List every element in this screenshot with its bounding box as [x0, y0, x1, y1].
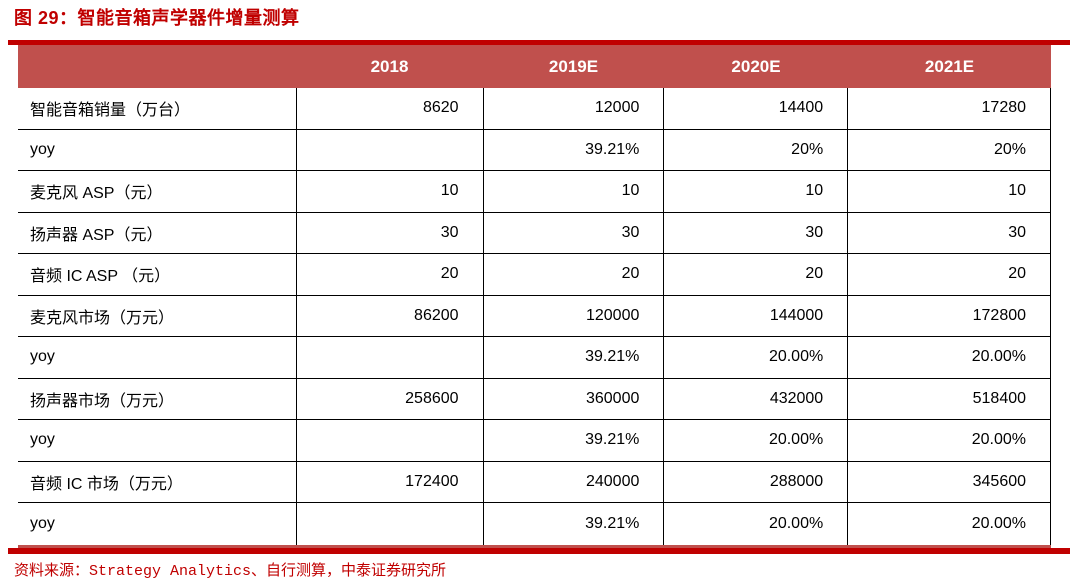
cell-value: 20% [847, 129, 1050, 170]
cell-value: 20 [663, 254, 847, 295]
row-label: 智能音箱销量（万台） [30, 102, 191, 120]
cell-value: 10 [663, 171, 847, 212]
bottom-accent-rule [8, 548, 1070, 554]
cell-value: 20 [482, 254, 664, 295]
cell-value: 172800 [847, 295, 1050, 336]
cell-value: 17280 [847, 88, 1050, 129]
header-cell-2019E: 2019E [548, 56, 599, 76]
cell-value: 8620 [295, 88, 483, 129]
cell-value: 30 [847, 212, 1050, 253]
header-cell-empty [18, 45, 296, 88]
row-label: 麦克风市场（万元） [30, 309, 175, 327]
cell-value: 39.21% [482, 503, 664, 545]
cell-value: 20.00% [663, 337, 847, 378]
cell-value: 39.21% [482, 129, 664, 170]
cell-value: 20% [663, 129, 847, 170]
row-label: yoy [30, 514, 55, 532]
cell-value: 360000 [482, 378, 664, 419]
table-bottom-line [18, 544, 1051, 548]
header-cell-2021E: 2021E [924, 56, 975, 76]
row-label: 扬声器市场（万元） [30, 392, 175, 410]
cell-value: 20 [295, 254, 483, 295]
table-body: 智能音箱销量（万台） 8620 12000 14400 17280 yoy 39.21% 20… [18, 88, 1051, 545]
table-row: 麦克风 ASP（元） 10 10 10 10 [18, 171, 1051, 213]
cell-value: 86200 [295, 295, 483, 336]
table-row: 音频 IC ASP （元） 20 20 20 20 [18, 254, 1051, 296]
cell-value: 30 [295, 212, 483, 253]
table-row: yoy 39.21% 20.00% 20.00% [18, 503, 1051, 545]
cell-value: 20.00% [847, 337, 1050, 378]
table-row: 麦克风市场（万元） 86200 120000 144000 172800 [18, 295, 1051, 337]
cell-value [295, 129, 483, 170]
cell-value: 20 [847, 254, 1050, 295]
cell-value: 20.00% [663, 420, 847, 461]
cell-value: 14400 [663, 88, 847, 129]
cell-value: 172400 [295, 461, 483, 502]
row-label: yoy [30, 140, 55, 158]
cell-value: 20.00% [847, 420, 1050, 461]
row-label: yoy [30, 431, 55, 449]
cell-value: 10 [295, 171, 483, 212]
cell-value [295, 503, 483, 545]
figure-table: 2018 2019E 2020E 2021E 智能音箱销量（万台） 8620 12000 1… [18, 45, 1051, 548]
cell-value: 120000 [482, 295, 664, 336]
cell-value: 30 [482, 212, 664, 253]
source-note: 资料来源：Strategy Analytics、自行测算，中泰证券研究所 [14, 563, 447, 580]
table-row: yoy 39.21% 20.00% 20.00% [18, 420, 1051, 462]
cell-value: 345600 [847, 461, 1050, 502]
row-label: yoy [30, 348, 55, 366]
cell-value: 20.00% [847, 503, 1050, 545]
cell-value: 10 [482, 171, 664, 212]
table-row: 扬声器 ASP（元） 30 30 30 30 [18, 212, 1051, 254]
cell-value: 288000 [663, 461, 847, 502]
cell-value: 258600 [295, 378, 483, 419]
row-label: 音频 IC 市场（万元） [30, 475, 183, 493]
header-cell-2018: 2018 [370, 56, 409, 76]
row-label: 音频 IC ASP （元） [30, 268, 171, 286]
table-row: 扬声器市场（万元） 258600 360000 432000 518400 [18, 378, 1051, 420]
figure-title: 图 29：智能音箱声学器件增量测算 [14, 8, 300, 28]
cell-value: 30 [663, 212, 847, 253]
cell-value: 12000 [482, 88, 664, 129]
cell-value: 39.21% [482, 337, 664, 378]
cell-value [295, 337, 483, 378]
cell-value: 240000 [482, 461, 664, 502]
cell-value: 39.21% [482, 420, 664, 461]
top-accent-rule [8, 40, 1070, 45]
cell-value: 144000 [663, 295, 847, 336]
cell-value: 518400 [847, 378, 1050, 419]
cell-value: 10 [847, 171, 1050, 212]
row-label: 麦克风 ASP（元） [30, 185, 163, 203]
table-row: yoy 39.21% 20% 20% [18, 129, 1051, 171]
cell-value: 432000 [663, 378, 847, 419]
row-label: 扬声器 ASP（元） [30, 226, 163, 244]
table-row: 音频 IC 市场（万元） 172400 240000 288000 345600 [18, 461, 1051, 503]
table-header-row: 2018 2019E 2020E 2021E [18, 45, 1051, 88]
header-cell-2020E: 2020E [731, 56, 781, 76]
table-row: yoy 39.21% 20.00% 20.00% [18, 337, 1051, 379]
table-row: 智能音箱销量（万台） 8620 12000 14400 17280 [18, 88, 1051, 130]
cell-value: 20.00% [663, 503, 847, 545]
cell-value [295, 420, 483, 461]
